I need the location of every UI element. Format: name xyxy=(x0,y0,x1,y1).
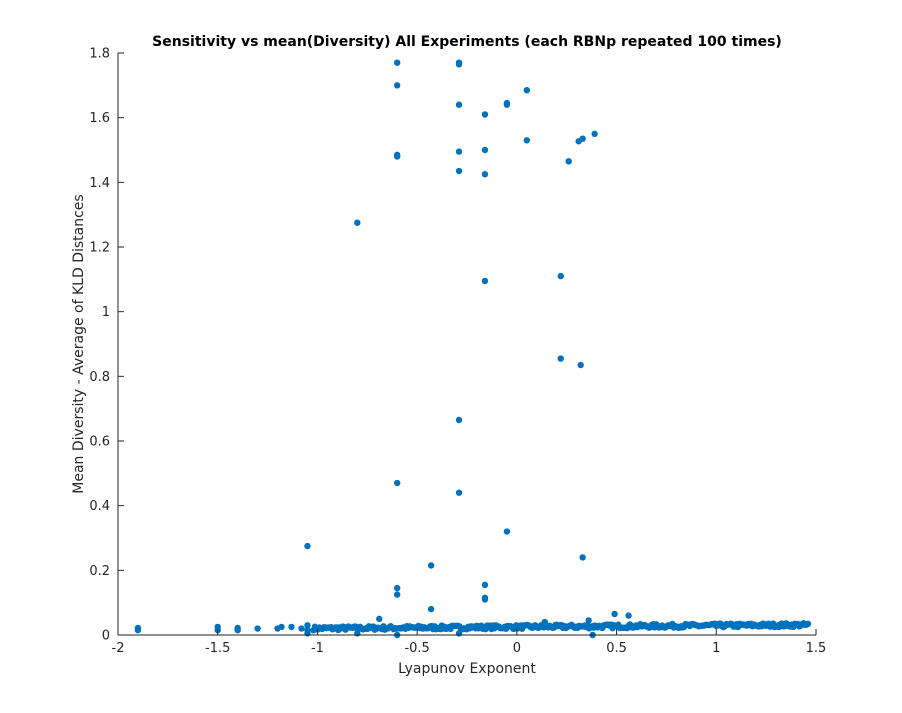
data-point xyxy=(503,528,511,535)
data-point xyxy=(591,130,598,138)
data-point xyxy=(557,272,564,280)
data-point xyxy=(625,612,632,619)
data-point xyxy=(354,219,361,226)
data-point xyxy=(503,101,511,108)
data-point xyxy=(565,158,572,165)
data-point xyxy=(134,624,142,632)
data-point xyxy=(455,630,463,637)
data-point xyxy=(304,542,311,550)
data-point xyxy=(455,101,463,108)
data-point xyxy=(298,625,305,632)
axes xyxy=(117,53,816,636)
data-point xyxy=(804,620,812,628)
data-point xyxy=(523,137,531,144)
chart-title: Sensitivity vs mean(Diversity) All Exper… xyxy=(152,34,782,50)
x-axis-ticks: -2 -1.5 -1 -0.5 0 0.5 1 1.5 xyxy=(112,629,827,656)
x-tick-label: 1 xyxy=(712,641,720,656)
data-point xyxy=(304,626,311,634)
x-tick-label: 0 xyxy=(513,641,521,656)
data-point xyxy=(481,111,489,118)
data-point xyxy=(557,355,564,362)
data-point xyxy=(394,584,401,592)
data-point xyxy=(288,623,295,631)
data-point xyxy=(455,167,463,175)
y-tick-label: 1.2 xyxy=(89,241,110,256)
data-point xyxy=(254,625,261,632)
data-point xyxy=(427,605,435,613)
data-point xyxy=(541,618,548,626)
data-point xyxy=(455,61,463,68)
y-tick-label: 0 xyxy=(102,629,110,644)
data-point xyxy=(376,615,383,623)
y-tick-label: 0.2 xyxy=(89,564,110,579)
y-tick-label: 0.4 xyxy=(89,499,110,514)
data-point xyxy=(481,171,489,178)
y-tick-label: 1 xyxy=(102,305,110,320)
data-point xyxy=(455,148,463,155)
x-tick-label: -1 xyxy=(311,641,324,656)
data-point xyxy=(455,416,463,424)
data-point xyxy=(481,596,489,603)
data-point xyxy=(455,489,463,496)
y-axis-ticks: 0 0.2 0.4 0.6 0.8 1 1.2 1.4 1.6 1.8 xyxy=(89,47,124,644)
data-point xyxy=(577,361,584,369)
plot-area xyxy=(118,53,816,635)
x-axis-label: Lyapunov Exponent xyxy=(398,661,536,677)
data-point xyxy=(481,146,489,154)
data-point xyxy=(575,138,582,145)
data-point xyxy=(214,623,221,631)
x-tick-label: 1.5 xyxy=(806,641,827,656)
data-point xyxy=(585,617,592,624)
x-tick-label: 0.5 xyxy=(606,641,627,656)
y-axis-label: Mean Diversity - Average of KLD Distance… xyxy=(71,194,87,493)
y-tick-label: 1.6 xyxy=(89,111,110,126)
data-point xyxy=(394,82,401,89)
y-tick-label: 1.4 xyxy=(89,176,110,191)
data-point xyxy=(523,86,531,94)
data-point xyxy=(304,622,311,629)
data-point xyxy=(481,277,489,285)
data-point xyxy=(481,581,489,589)
y-tick-label: 1.8 xyxy=(89,47,110,62)
data-point xyxy=(278,623,285,631)
data-point xyxy=(394,153,401,160)
data-point xyxy=(354,630,361,637)
data-point xyxy=(394,59,401,66)
data-point xyxy=(394,591,401,598)
data-point xyxy=(611,610,618,618)
x-tick-label: -2 xyxy=(112,641,125,656)
y-tick-label: 0.6 xyxy=(89,435,110,450)
data-points xyxy=(134,59,812,639)
y-tick-label: 0.8 xyxy=(89,370,110,385)
data-point xyxy=(234,624,241,632)
data-point xyxy=(579,554,586,561)
data-point xyxy=(427,562,435,569)
data-point xyxy=(394,479,401,487)
x-tick-label: -0.5 xyxy=(404,641,429,656)
x-tick-label: -1.5 xyxy=(205,641,230,656)
